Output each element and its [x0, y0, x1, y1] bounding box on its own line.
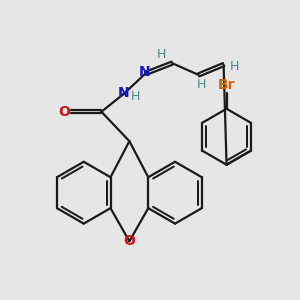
Text: H: H	[230, 60, 239, 73]
Text: H: H	[157, 48, 167, 62]
Text: N: N	[118, 85, 129, 100]
Text: H: H	[197, 78, 206, 91]
Text: O: O	[58, 105, 70, 119]
Text: H: H	[131, 91, 141, 103]
Text: N: N	[138, 65, 150, 79]
Text: Br: Br	[218, 78, 235, 92]
Text: O: O	[124, 234, 135, 248]
